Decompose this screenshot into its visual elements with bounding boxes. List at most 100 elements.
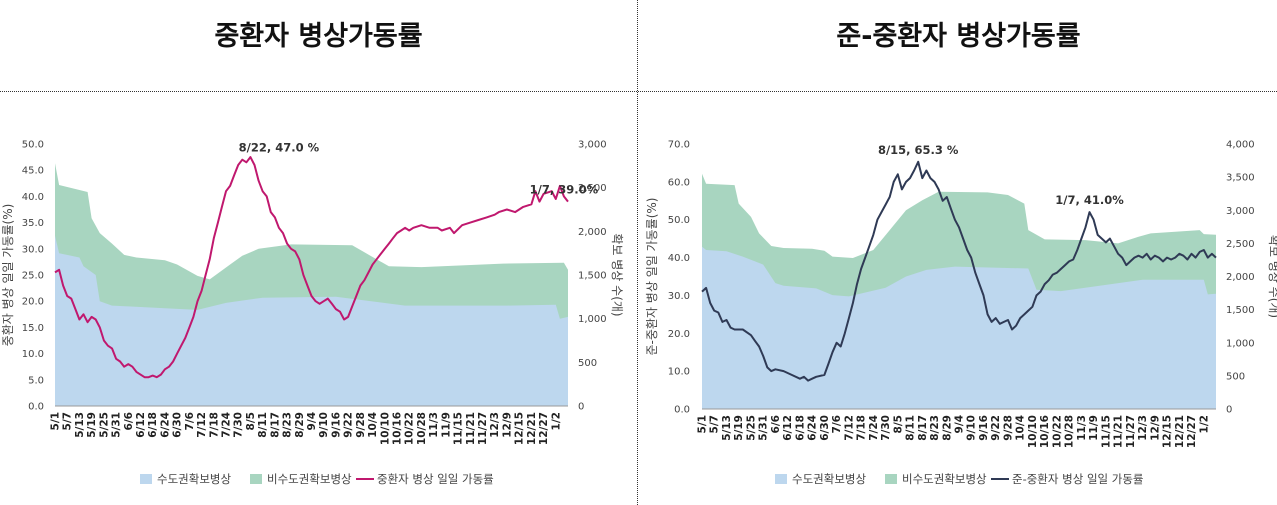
right-xtick-label: 10/16 xyxy=(1039,415,1051,448)
right-xtick-label: 11/15 xyxy=(1100,415,1112,448)
right-legend-label: 준-중환자 병상 일일 가동률 xyxy=(1012,472,1144,486)
right-xtick-label: 6/12 xyxy=(782,415,794,441)
right-xtick-label: 5/13 xyxy=(721,415,733,441)
right-xtick-label: 7/18 xyxy=(856,415,868,441)
left-xtick-label: 6/18 xyxy=(147,412,159,438)
right-y2tick-label: 1,500 xyxy=(1226,305,1255,316)
left-xtick-label: 8/29 xyxy=(294,412,306,438)
left-xtick-label: 8/11 xyxy=(257,412,269,438)
right-xtick-label: 10/22 xyxy=(1051,415,1063,448)
left-ytick-label: 30.0 xyxy=(22,244,44,255)
left-xtick-label: 6/12 xyxy=(135,412,147,438)
left-y2-axis-title: 확보 병상 수(개) xyxy=(610,233,624,316)
right-chart: 0.0 10.0 20.0 30.0 40.0 50.0 60.0 70.0 0 500 1,000… xyxy=(645,140,1277,487)
left-legend-swatch xyxy=(140,474,152,484)
right-xtick-label: 9/28 xyxy=(1002,415,1014,441)
right-legend-label: 비수도권확보병상 xyxy=(902,472,987,486)
right-legend-swatch xyxy=(775,474,787,484)
right-area-capital xyxy=(702,246,1216,409)
left-xtick-label: 8/17 xyxy=(269,412,281,438)
right-xtick-label: 12/15 xyxy=(1162,415,1174,448)
left-peak-annotation: 8/22, 47.0 % xyxy=(239,141,320,155)
left-xtick-label: 11/21 xyxy=(465,412,477,445)
left-xtick-label: 5/19 xyxy=(86,412,98,438)
right-xtick-label: 9/4 xyxy=(954,415,966,433)
right-y2tick-label: 0 xyxy=(1226,405,1232,416)
left-xtick-label: 11/9 xyxy=(440,412,452,438)
left-xtick-label: 1/2 xyxy=(550,412,562,430)
left-chart: 0.0 5.0 10.0 15.0 20.0 25.0 30.0 35.0 40.0 45.0 50… xyxy=(1,140,624,487)
right-xtick-label: 5/19 xyxy=(733,415,745,441)
left-legend-label: 중환자 병상 일일 가동률 xyxy=(377,472,494,486)
right-legend-label: 수도권확보병상 xyxy=(792,472,866,486)
right-ytick-label: 30.0 xyxy=(668,291,690,302)
left-legend-label: 수도권확보병상 xyxy=(157,472,231,486)
right-ytick-label: 0.0 xyxy=(674,405,690,416)
left-xtick-label: 12/15 xyxy=(514,412,526,445)
left-ytick-label: 0.0 xyxy=(28,402,44,413)
right-xtick-label: 11/9 xyxy=(1088,415,1100,441)
right-xtick-label: 8/23 xyxy=(929,415,941,441)
left-ytick-label: 40.0 xyxy=(22,192,44,203)
right-xtick-label: 12/3 xyxy=(1137,415,1149,441)
right-peak-annotation: 8/15, 65.3 % xyxy=(878,143,959,157)
right-xtick-label: 7/30 xyxy=(880,415,892,441)
left-occupancy-line xyxy=(54,156,569,379)
right-ytick-label: 10.0 xyxy=(668,367,690,378)
left-area-capital xyxy=(55,235,568,406)
right-panel-title: 준-중환자 병상가동률 xyxy=(836,21,1081,52)
left-xtick-label: 5/25 xyxy=(98,412,110,438)
right-xtick-label: 10/10 xyxy=(1027,415,1039,448)
right-xtick-label: 10/4 xyxy=(1015,415,1027,441)
left-xtick-label: 7/6 xyxy=(184,412,196,430)
right-y2tick-label: 3,500 xyxy=(1226,173,1255,184)
left-y2tick-label: 0 xyxy=(578,402,584,413)
left-ytick-label: 35.0 xyxy=(22,218,44,229)
right-ytick-label: 60.0 xyxy=(668,177,690,188)
right-y2tick-label: 2,500 xyxy=(1226,239,1255,250)
left-xtick-label: 9/4 xyxy=(306,412,318,430)
right-y2-axis-title: 확보 병상 수(개) xyxy=(1267,235,1277,318)
right-xtick-label: 10/28 xyxy=(1064,415,1076,448)
left-xtick-label: 6/24 xyxy=(159,412,171,438)
left-ytick-label: 5.0 xyxy=(28,375,44,386)
left-xtick-label: 5/31 xyxy=(111,412,123,438)
right-xtick-label: 5/25 xyxy=(745,415,757,441)
left-y2tick-label: 500 xyxy=(578,358,597,369)
left-panel-title: 중환자 병상가동률 xyxy=(214,21,423,52)
left-xtick-label: 5/1 xyxy=(50,412,62,430)
left-xtick-label: 10/28 xyxy=(416,412,428,445)
right-legend-swatch xyxy=(885,474,897,484)
right-xtick-label: 6/6 xyxy=(770,415,782,433)
left-xtick-label: 9/22 xyxy=(343,412,355,438)
left-xtick-label: 12/27 xyxy=(538,412,550,445)
left-ytick-label: 10.0 xyxy=(22,349,44,360)
left-xtick-label: 11/3 xyxy=(428,412,440,438)
left-xtick-label: 12/3 xyxy=(489,412,501,438)
right-xtick-label: 6/18 xyxy=(794,415,806,441)
left-xtick-label: 9/28 xyxy=(355,412,367,438)
right-xtick-label: 9/10 xyxy=(966,415,978,441)
left-y2tick-label: 2,000 xyxy=(578,227,607,238)
right-xtick-label: 8/11 xyxy=(905,415,917,441)
right-y2tick-label: 2,000 xyxy=(1226,272,1255,283)
left-xtick-label: 10/10 xyxy=(379,412,391,445)
left-ytick-label: 45.0 xyxy=(22,166,44,177)
left-y2tick-label: 1,500 xyxy=(578,271,607,282)
right-xtick-label: 9/16 xyxy=(978,415,990,441)
left-xtick-label: 8/5 xyxy=(245,412,257,430)
right-xtick-label: 7/12 xyxy=(843,415,855,441)
right-xtick-label: 7/24 xyxy=(868,415,880,441)
left-xtick-label: 9/10 xyxy=(318,412,330,438)
horizontal-divider xyxy=(0,91,1277,92)
left-ytick-label: 25.0 xyxy=(22,271,44,282)
right-xtick-label: 8/5 xyxy=(892,415,904,433)
vertical-divider xyxy=(637,0,638,505)
left-xtick-label: 5/13 xyxy=(74,412,86,438)
left-legend-swatch xyxy=(250,474,262,484)
right-y2tick-label: 3,000 xyxy=(1226,206,1255,217)
right-xtick-label: 6/24 xyxy=(807,415,819,441)
right-y2tick-label: 4,000 xyxy=(1226,140,1255,151)
right-ytick-label: 70.0 xyxy=(668,140,690,151)
